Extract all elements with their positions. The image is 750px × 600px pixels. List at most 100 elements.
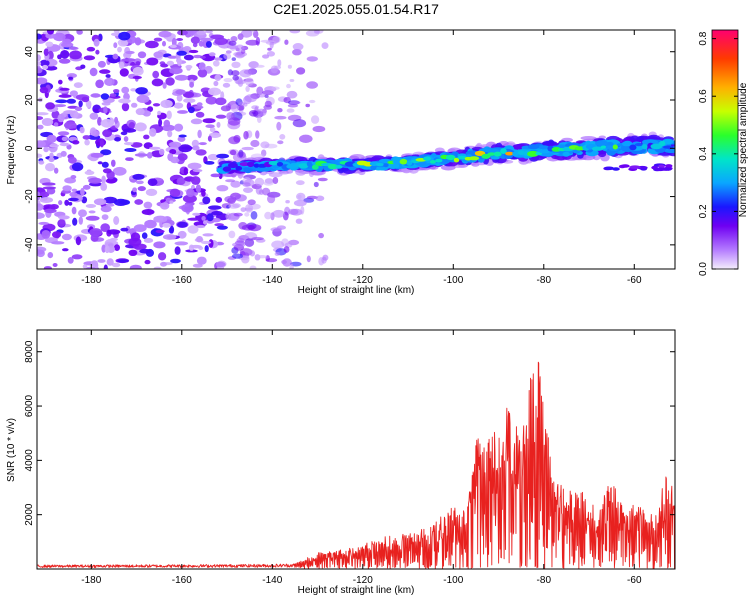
noise-blob bbox=[209, 132, 221, 138]
signal-core bbox=[551, 147, 562, 152]
noise-blob bbox=[279, 134, 286, 140]
noise-blob bbox=[71, 162, 84, 172]
noise-blob bbox=[196, 30, 206, 36]
noise-blob bbox=[104, 245, 110, 254]
noise-blob bbox=[166, 110, 172, 120]
noise-blob bbox=[111, 159, 116, 167]
noise-blob bbox=[37, 212, 45, 219]
noise-blob bbox=[132, 187, 138, 193]
noise-blob bbox=[244, 207, 253, 211]
noise-blob bbox=[167, 55, 178, 59]
noise-blob bbox=[245, 85, 250, 92]
y-tick-label: 6000 bbox=[24, 394, 35, 417]
noise-blob bbox=[53, 32, 66, 42]
noise-blob bbox=[250, 30, 257, 33]
noise-blob bbox=[153, 215, 168, 223]
noise-blob bbox=[204, 245, 209, 253]
noise-blob bbox=[134, 199, 144, 205]
noise-blob bbox=[233, 134, 241, 143]
noise-blob bbox=[74, 106, 83, 112]
echo-blob bbox=[665, 164, 673, 168]
signal-blob bbox=[490, 156, 500, 160]
noise-blob bbox=[110, 237, 118, 242]
noise-blob bbox=[306, 195, 318, 200]
noise-blob bbox=[37, 153, 43, 158]
noise-blob bbox=[147, 106, 154, 112]
noise-blob bbox=[128, 122, 135, 130]
noise-blob bbox=[88, 177, 102, 184]
noise-blob bbox=[277, 140, 284, 145]
noise-blob bbox=[93, 108, 99, 112]
noise-blob bbox=[175, 89, 186, 95]
noise-blob bbox=[177, 110, 188, 114]
noise-blob bbox=[103, 196, 118, 204]
noise-blob bbox=[196, 256, 207, 265]
noise-blob bbox=[37, 124, 44, 130]
noise-blob bbox=[145, 40, 159, 49]
colorbar-gradient bbox=[711, 29, 739, 270]
noise-blob bbox=[78, 209, 87, 217]
noise-blob bbox=[123, 136, 129, 142]
noise-blob bbox=[81, 96, 90, 103]
x-tick-label: -60 bbox=[627, 275, 642, 286]
noise-blob bbox=[113, 42, 118, 49]
noise-blob bbox=[300, 206, 305, 215]
heatmap-panel: -180 -160 -140 -120 -100 -80 -60 -40 -20 0 20 40 H… bbox=[6, 29, 676, 296]
noise-blob bbox=[225, 103, 232, 111]
noise-blob bbox=[195, 184, 202, 193]
noise-blob bbox=[202, 233, 214, 237]
noise-blob bbox=[109, 93, 117, 97]
noise-blob bbox=[214, 57, 223, 61]
noise-blob bbox=[111, 262, 121, 268]
noise-blob bbox=[89, 112, 99, 120]
noise-blob bbox=[38, 160, 45, 165]
noise-blob bbox=[40, 191, 50, 198]
noise-blob bbox=[181, 203, 194, 213]
noise-blob bbox=[190, 36, 200, 44]
noise-blob bbox=[101, 161, 109, 168]
x-tick-label: -160 bbox=[172, 275, 192, 286]
noise-blob bbox=[231, 57, 236, 61]
noise-blob bbox=[158, 252, 167, 261]
noise-blob bbox=[202, 118, 216, 124]
noise-blob bbox=[174, 123, 184, 132]
signal-core bbox=[600, 145, 607, 149]
noise-blob bbox=[205, 96, 218, 105]
signal-core bbox=[429, 160, 436, 164]
signal-core bbox=[399, 158, 408, 165]
noise-blob bbox=[272, 209, 285, 218]
noise-blob bbox=[97, 60, 106, 68]
signal-core bbox=[629, 144, 637, 151]
snr-panel: -180 -160 -140 -120 -100 -80 -60 2000 4000 6000 8… bbox=[6, 329, 676, 596]
noise-blob bbox=[169, 225, 175, 234]
signal-core bbox=[235, 166, 243, 171]
noise-blob bbox=[85, 215, 100, 221]
noise-blob bbox=[132, 75, 142, 80]
snr-y-label: SNR (10 * v/v) bbox=[6, 418, 17, 482]
signal-core bbox=[311, 164, 319, 170]
noise-blob bbox=[318, 232, 324, 239]
noise-blob bbox=[296, 67, 306, 75]
noise-blob bbox=[315, 195, 325, 202]
noise-blob bbox=[233, 212, 243, 217]
noise-blob bbox=[257, 115, 262, 123]
noise-blob bbox=[299, 134, 313, 143]
y-tick-label: 8000 bbox=[24, 340, 35, 363]
noise-blob bbox=[214, 223, 224, 227]
noise-blob bbox=[121, 58, 136, 62]
heatmap-frame bbox=[36, 29, 676, 270]
noise-blob bbox=[37, 77, 48, 85]
noise-blob bbox=[160, 202, 170, 210]
noise-blob bbox=[192, 169, 203, 173]
x-tick-label: -120 bbox=[353, 575, 373, 586]
noise-blob bbox=[39, 59, 50, 67]
noise-blob bbox=[153, 241, 166, 249]
noise-blob bbox=[290, 208, 303, 216]
noise-blob bbox=[244, 212, 250, 217]
noise-blob bbox=[230, 180, 241, 188]
noise-blob bbox=[58, 215, 70, 220]
noise-blob bbox=[224, 195, 237, 203]
noise-blob bbox=[204, 161, 215, 165]
noise-blob bbox=[43, 146, 49, 153]
noise-blob bbox=[174, 74, 189, 81]
